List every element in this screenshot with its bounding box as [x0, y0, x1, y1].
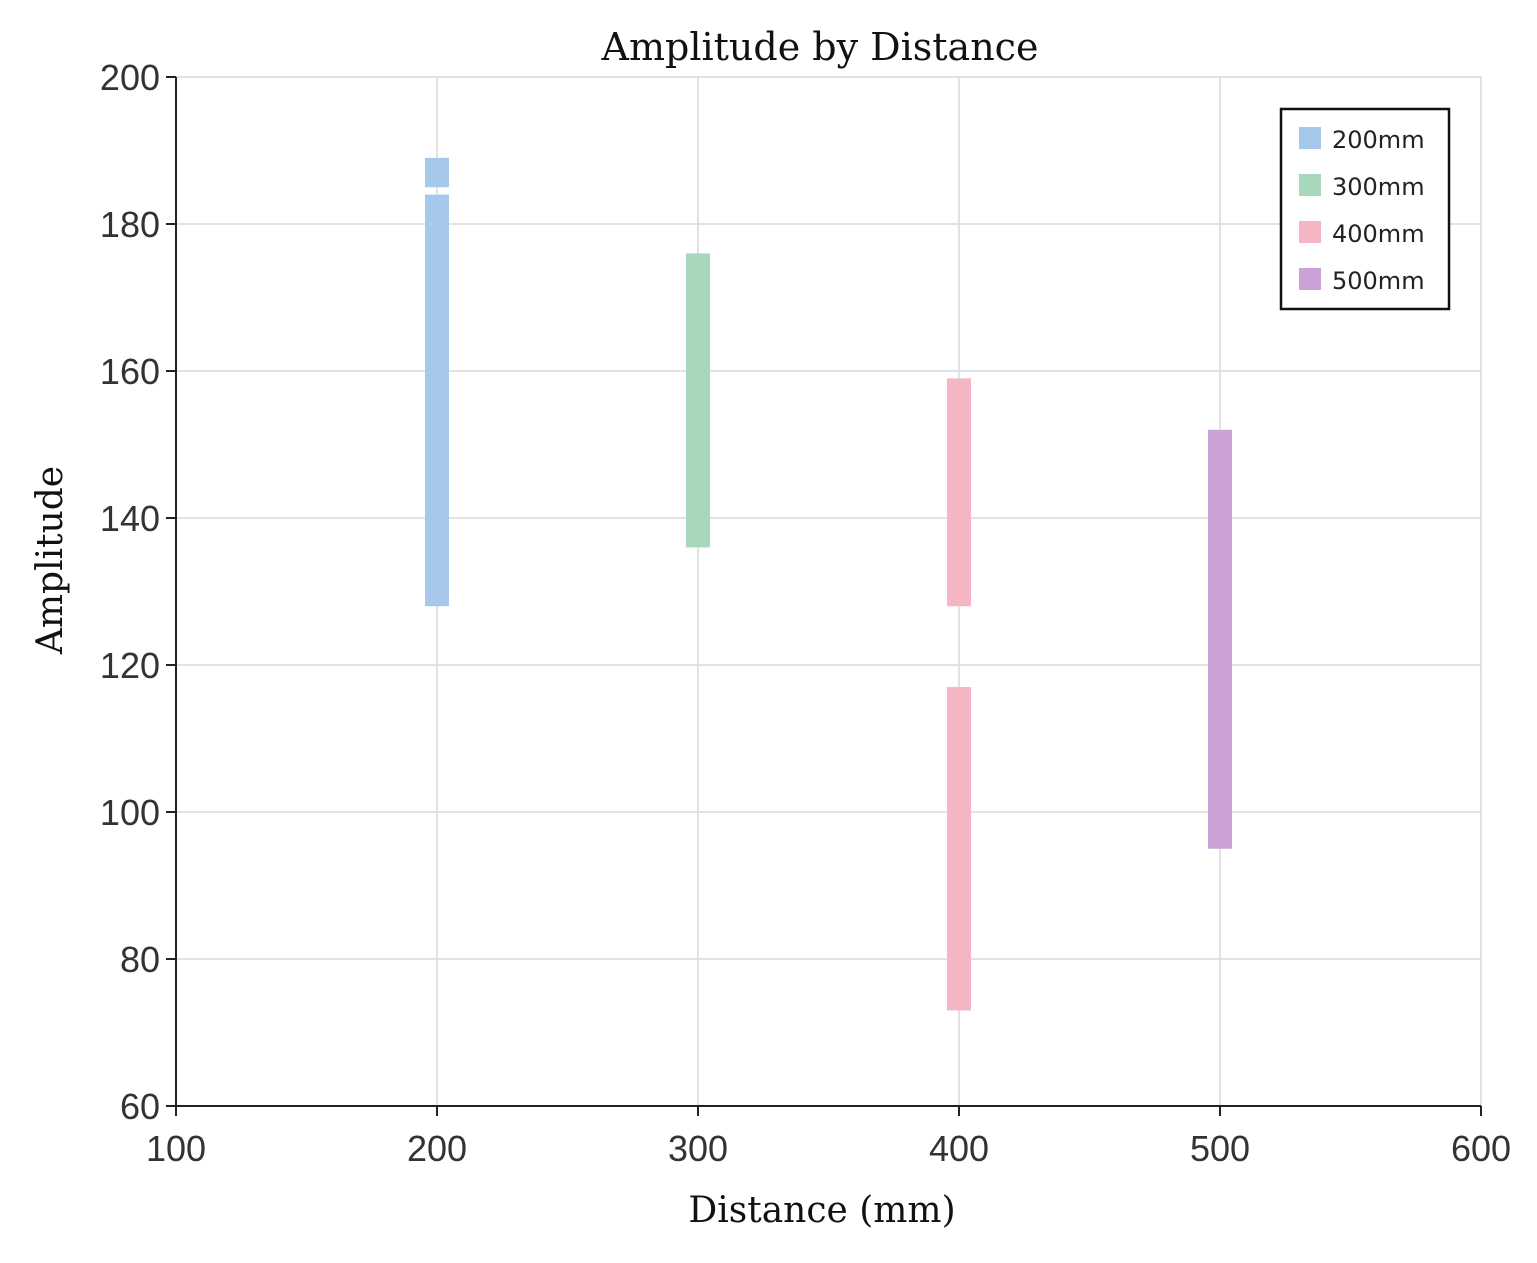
y-ticks: 60 80 100 120 140 160 180 200: [100, 57, 176, 1127]
y-tick-label: 140: [100, 498, 160, 539]
range-bar-200mm: [425, 157, 449, 188]
x-ticks: 100 200 300 400 500 600: [146, 1106, 1511, 1169]
range-bar-500mm: [1208, 429, 1232, 849]
x-tick-label: 100: [146, 1128, 206, 1169]
legend-label-500mm: 500mm: [1332, 267, 1425, 295]
x-tick-label: 400: [929, 1128, 989, 1169]
range-bar-400mm: [947, 378, 971, 607]
range-bar-300mm: [686, 253, 710, 548]
y-tick-label: 120: [100, 645, 160, 686]
legend-label-300mm: 300mm: [1332, 173, 1425, 201]
axes: [175, 77, 1481, 1107]
y-tick-label: 180: [100, 204, 160, 245]
y-tick-label: 160: [100, 351, 160, 392]
legend-label-400mm: 400mm: [1332, 220, 1425, 248]
x-tick-label: 500: [1190, 1128, 1250, 1169]
grid-lines: [176, 76, 1482, 1106]
y-axis-label: Amplitude: [30, 466, 71, 655]
legend-swatch-300mm: [1299, 174, 1321, 196]
range-bars: [425, 157, 1232, 1011]
range-bar-400mm: [947, 687, 971, 1011]
legend-items: 200mm 300mm 400mm 500mm: [1299, 126, 1425, 295]
legend-swatch-400mm: [1299, 221, 1321, 243]
legend: 200mm 300mm 400mm 500mm: [1279, 107, 1451, 311]
y-tick-label: 100: [100, 792, 160, 833]
chart-title: Amplitude by Distance: [601, 25, 1039, 69]
x-axis-label: Distance (mm): [688, 1190, 955, 1231]
legend-swatch-200mm: [1299, 127, 1321, 149]
x-tick-label: 200: [407, 1128, 467, 1169]
legend-label-200mm: 200mm: [1332, 126, 1425, 154]
y-tick-label: 80: [120, 939, 160, 980]
x-tick-label: 600: [1451, 1128, 1511, 1169]
y-tick-label: 60: [120, 1086, 160, 1127]
x-tick-label: 300: [668, 1128, 728, 1169]
legend-swatch-500mm: [1299, 268, 1321, 290]
y-tick-label: 200: [100, 57, 160, 98]
range-bar-200mm: [425, 194, 449, 607]
